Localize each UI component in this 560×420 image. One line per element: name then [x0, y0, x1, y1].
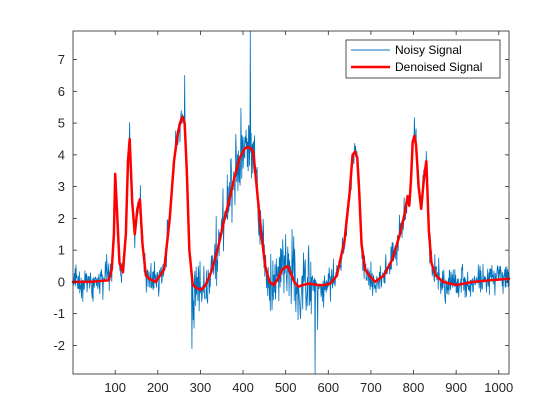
x-tick-label: 400 — [232, 380, 254, 395]
plot-area — [73, 31, 509, 374]
y-tick-label: -2 — [53, 338, 65, 353]
y-tick-label: 1 — [58, 243, 65, 258]
x-tick-label: 800 — [403, 380, 425, 395]
x-tick-label: 900 — [445, 380, 467, 395]
y-tick-label: 4 — [58, 147, 65, 162]
x-tick-label: 200 — [147, 380, 169, 395]
y-tick-label: -1 — [53, 306, 65, 321]
x-tick-label: 500 — [275, 380, 297, 395]
series-layer — [71, 30, 511, 375]
legend-label-noisy: Noisy Signal — [395, 43, 462, 57]
y-tick-label: 6 — [58, 84, 65, 99]
x-tick-label: 700 — [360, 380, 382, 395]
y-tick-label: 2 — [58, 211, 65, 226]
axes-box — [72, 30, 510, 375]
series-line-denoised-signal — [71, 115, 511, 292]
x-axis: 100 200 300 400 500 600 700 800 900 1000 — [104, 31, 513, 395]
legend-label-denoised: Denoised Signal — [395, 60, 482, 74]
y-tick-label: 3 — [58, 179, 65, 194]
x-tick-label: 300 — [190, 380, 212, 395]
y-tick-label: 5 — [58, 116, 65, 131]
x-tick-label: 1000 — [484, 380, 513, 395]
x-tick-label: 100 — [104, 380, 126, 395]
legend-box — [345, 39, 501, 79]
x-tick-label: 600 — [317, 380, 339, 395]
y-tick-label: 7 — [58, 52, 65, 67]
y-tick-label: 0 — [58, 274, 65, 289]
legend: Noisy Signal Denoised Signal — [345, 39, 501, 79]
y-axis: -2 -1 0 1 2 3 4 5 6 7 — [53, 52, 509, 353]
